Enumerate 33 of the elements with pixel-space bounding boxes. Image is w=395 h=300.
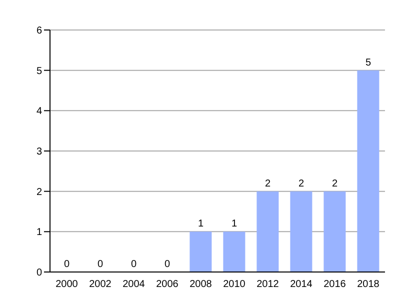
x-tick-label: 2018 bbox=[357, 279, 380, 290]
data-label: 2 bbox=[332, 178, 338, 190]
bar bbox=[256, 191, 279, 272]
x-tick-label: 2004 bbox=[122, 279, 146, 290]
x-tick-label: 2010 bbox=[223, 279, 246, 290]
data-label: 1 bbox=[198, 218, 204, 230]
x-tick-label: 2006 bbox=[156, 279, 179, 290]
bar bbox=[290, 191, 312, 272]
data-label: 0 bbox=[164, 259, 170, 270]
y-tick-label: 2 bbox=[36, 186, 42, 198]
data-label: 1 bbox=[231, 218, 238, 230]
data-label: 0 bbox=[97, 259, 104, 270]
y-tick-label: 1 bbox=[36, 227, 42, 238]
x-tick-label: 2012 bbox=[256, 279, 280, 290]
data-label: 5 bbox=[365, 57, 372, 68]
data-label: 0 bbox=[64, 259, 70, 270]
data-label: 2 bbox=[264, 178, 271, 190]
x-tick-label: 2014 bbox=[290, 279, 313, 290]
bar bbox=[190, 232, 212, 272]
bar bbox=[324, 191, 346, 272]
data-label: 0 bbox=[130, 259, 137, 270]
x-tick-label: 2008 bbox=[190, 279, 212, 290]
y-tick-label: 5 bbox=[36, 66, 42, 77]
y-tick-label: 6 bbox=[36, 26, 42, 37]
bar bbox=[223, 232, 246, 272]
data-label: 2 bbox=[298, 178, 304, 190]
bar bbox=[357, 70, 380, 272]
x-tick-label: 2016 bbox=[324, 279, 346, 290]
y-tick-label: 4 bbox=[36, 106, 42, 118]
y-tick-label: 0 bbox=[36, 268, 42, 279]
y-tick-label: 3 bbox=[36, 146, 42, 158]
x-tick-label: 2000 bbox=[56, 279, 78, 290]
x-tick-label: 2002 bbox=[89, 279, 112, 290]
